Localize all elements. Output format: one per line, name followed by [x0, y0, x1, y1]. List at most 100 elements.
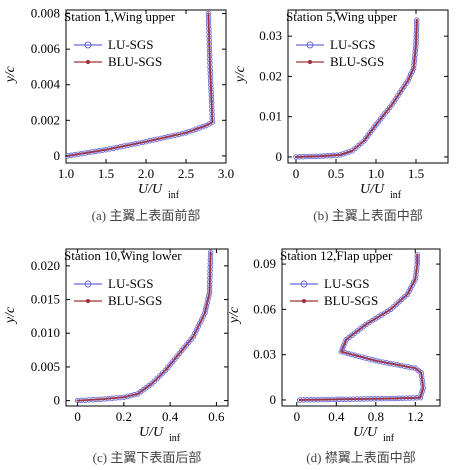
data-point-blu-sgs: [377, 315, 380, 319]
data-point-blu-sgs: [155, 138, 159, 141]
data-point-blu-sgs: [413, 53, 417, 56]
data-point-blu-sgs: [392, 100, 396, 103]
data-point-blu-sgs: [364, 356, 367, 360]
legend-label-lu-sgs: LU-SGS: [330, 37, 376, 52]
data-point-blu-sgs: [409, 287, 412, 290]
y-tick-label: 0.002: [31, 112, 60, 127]
data-point-blu-sgs: [208, 58, 211, 61]
data-point-blu-sgs: [152, 138, 155, 142]
data-point-blu-sgs: [347, 336, 351, 339]
data-point-blu-sgs: [207, 12, 210, 15]
data-point-blu-sgs: [356, 329, 359, 333]
data-point-blu-sgs: [209, 83, 212, 86]
series-line-lu-sgs: [77, 252, 212, 402]
data-point-blu-sgs: [209, 258, 212, 261]
data-point-blu-sgs: [198, 126, 201, 130]
data-point-blu-sgs: [415, 22, 418, 25]
data-point-blu-sgs: [209, 80, 212, 83]
data-point-blu-sgs: [341, 152, 345, 156]
data-point-blu-sgs: [348, 398, 351, 401]
data-point-blu-sgs: [407, 290, 411, 293]
data-point-blu-sgs: [380, 313, 383, 317]
data-point-blu-sgs: [294, 155, 298, 159]
data-point-blu-sgs: [83, 151, 87, 155]
data-point-blu-sgs: [410, 366, 413, 369]
chart-title: Station 1,Wing upper: [64, 9, 176, 24]
data-point-blu-sgs: [419, 396, 422, 399]
legend-marker-blu-sgs: [85, 59, 91, 65]
data-point-blu-sgs: [108, 147, 111, 151]
data-point-blu-sgs: [208, 269, 212, 272]
data-point-blu-sgs: [188, 130, 191, 133]
data-point-blu-sgs: [408, 396, 411, 400]
data-point-blu-sgs: [163, 136, 166, 139]
data-point-lu-sgs: [419, 388, 425, 394]
data-point-blu-sgs: [211, 117, 214, 120]
data-point-blu-sgs: [422, 386, 425, 390]
data-point-blu-sgs: [401, 397, 404, 400]
data-point-blu-sgs: [173, 357, 176, 361]
data-point-lu-sgs: [204, 300, 210, 306]
series-line-lu-sgs: [67, 13, 214, 157]
data-point-blu-sgs: [139, 390, 142, 393]
x-tick-label: 1.2: [407, 409, 423, 424]
data-point-blu-sgs: [406, 365, 410, 369]
data-point-blu-sgs: [373, 397, 376, 400]
data-point-blu-sgs: [389, 362, 392, 365]
panel-caption: (d) 襟翼上表面中部: [306, 450, 415, 465]
data-point-blu-sgs: [309, 398, 312, 401]
data-point-blu-sgs: [372, 126, 376, 129]
data-point-blu-sgs: [403, 365, 406, 368]
data-point-blu-sgs: [359, 397, 362, 401]
x-tick-label: 0.6: [208, 409, 225, 424]
data-point-blu-sgs: [345, 398, 348, 401]
data-point-blu-sgs: [414, 278, 417, 281]
data-point-blu-sgs: [210, 97, 213, 101]
data-point-blu-sgs: [305, 155, 308, 158]
data-point-lu-sgs: [405, 77, 411, 84]
data-point-blu-sgs: [208, 273, 212, 276]
data-point-blu-sgs: [84, 399, 87, 402]
data-point-blu-sgs: [415, 25, 418, 29]
data-point-blu-sgs: [364, 137, 368, 140]
data-point-blu-sgs: [126, 144, 129, 147]
data-point-blu-sgs: [350, 353, 353, 356]
data-point-blu-sgs: [161, 371, 164, 375]
data-point-blu-sgs: [99, 398, 102, 401]
legend-label-blu-sgs: BLU-SGS: [330, 54, 384, 69]
x-axis-label-subscript: inf: [169, 433, 181, 444]
y-axis-label: y/c: [227, 306, 242, 325]
data-point-lu-sgs: [410, 279, 417, 285]
data-point-blu-sgs: [202, 315, 205, 318]
y-tick-label: 0.010: [31, 325, 60, 340]
data-point-blu-sgs: [396, 363, 399, 366]
data-point-blu-sgs: [415, 266, 418, 270]
data-point-blu-sgs: [394, 97, 398, 100]
y-tick-label: 0.005: [31, 359, 60, 374]
data-point-blu-sgs: [142, 388, 145, 391]
data-point-blu-sgs: [153, 379, 156, 383]
data-point-blu-sgs: [298, 398, 301, 402]
data-point-blu-sgs: [210, 105, 213, 108]
data-point-blu-sgs: [133, 393, 136, 396]
data-point-blu-sgs: [208, 50, 211, 53]
data-point-blu-sgs: [208, 42, 211, 46]
data-point-blu-sgs: [206, 301, 209, 305]
data-point-blu-sgs: [184, 131, 188, 134]
data-point-blu-sgs: [328, 154, 332, 157]
data-point-blu-sgs: [178, 352, 181, 355]
data-point-blu-sgs: [209, 262, 212, 265]
data-point-blu-sgs: [420, 393, 423, 396]
data-point-blu-sgs: [208, 61, 212, 65]
data-point-blu-sgs: [327, 398, 330, 401]
series-line-blu-sgs: [67, 13, 213, 157]
data-point-blu-sgs: [347, 150, 351, 154]
data-point-blu-sgs: [386, 310, 389, 313]
data-point-blu-sgs: [408, 76, 411, 79]
data-point-blu-sgs: [337, 398, 341, 401]
data-point-blu-sgs: [320, 398, 323, 401]
data-point-blu-sgs: [364, 323, 368, 326]
data-point-blu-sgs: [374, 123, 378, 127]
data-point-blu-sgs: [416, 262, 419, 266]
